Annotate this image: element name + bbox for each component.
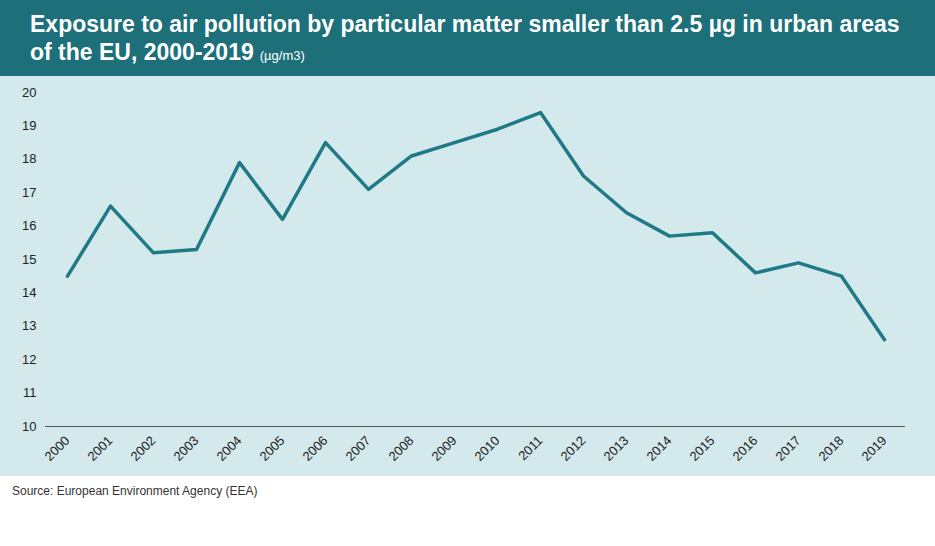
svg-text:2010: 2010 [472,433,503,464]
svg-text:2001: 2001 [85,433,116,464]
svg-text:2018: 2018 [816,433,847,464]
svg-text:16: 16 [22,218,36,233]
svg-text:19: 19 [22,118,36,133]
svg-text:2015: 2015 [687,433,718,464]
html-text:Exposure to air pollution by p: Exposure to air pollution by particular … [30,11,900,65]
svg-text:2013: 2013 [601,433,632,464]
svg-text:17: 17 [22,185,36,200]
svg-text:10: 10 [22,419,36,434]
svg-text:11: 11 [23,385,37,400]
svg-text:2007: 2007 [343,433,374,464]
svg-text:2016: 2016 [730,433,761,464]
svg-text:2012: 2012 [558,433,589,464]
svg-text:2019: 2019 [859,433,890,464]
svg-text:14: 14 [22,285,36,300]
svg-text:12: 12 [22,352,36,367]
svg-text:2005: 2005 [257,433,288,464]
svg-text:20: 20 [22,85,36,100]
svg-text:2004: 2004 [214,433,245,464]
svg-text:2002: 2002 [128,433,159,464]
html-text:Source: European Environment A: Source: European Environment Agency (EEA… [12,484,258,498]
svg-text:2000: 2000 [42,433,73,464]
svg-text:2014: 2014 [644,433,675,464]
svg-text:2009: 2009 [429,433,460,464]
svg-text:2017: 2017 [773,433,804,464]
svg-text:2011: 2011 [515,433,545,463]
svg-text:2008: 2008 [386,433,417,464]
svg-text:15: 15 [22,252,36,267]
svg-text:13: 13 [22,318,36,333]
svg-text:18: 18 [22,151,36,166]
svg-text:2003: 2003 [171,433,202,464]
svg-text:2006: 2006 [300,433,331,464]
